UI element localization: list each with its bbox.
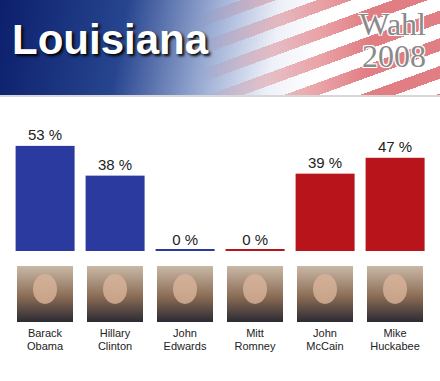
html-text:Wahl: Wahl	[359, 6, 426, 42]
svg-text:MittRomney: MittRomney	[235, 327, 276, 352]
html-text:2008: 2008	[362, 38, 426, 74]
svg-text:MikeHuckabee: MikeHuckabee	[370, 327, 420, 352]
svg-text:JohnEdwards: JohnEdwards	[164, 327, 207, 352]
svg-text:53 %: 53 %	[28, 126, 62, 143]
svg-text:0 %: 0 %	[242, 231, 268, 248]
svg-text:39 %: 39 %	[308, 154, 342, 171]
svg-text:HillaryClinton: HillaryClinton	[98, 327, 132, 352]
svg-text:JohnMcCain: JohnMcCain	[306, 327, 343, 352]
svg-text:0 %: 0 %	[172, 231, 198, 248]
svg-text:38 %: 38 %	[98, 156, 132, 173]
svg-text:47 %: 47 %	[378, 138, 412, 155]
html-text:Louisiana: Louisiana	[12, 16, 208, 63]
svg-text:BarackObama: BarackObama	[27, 327, 64, 352]
